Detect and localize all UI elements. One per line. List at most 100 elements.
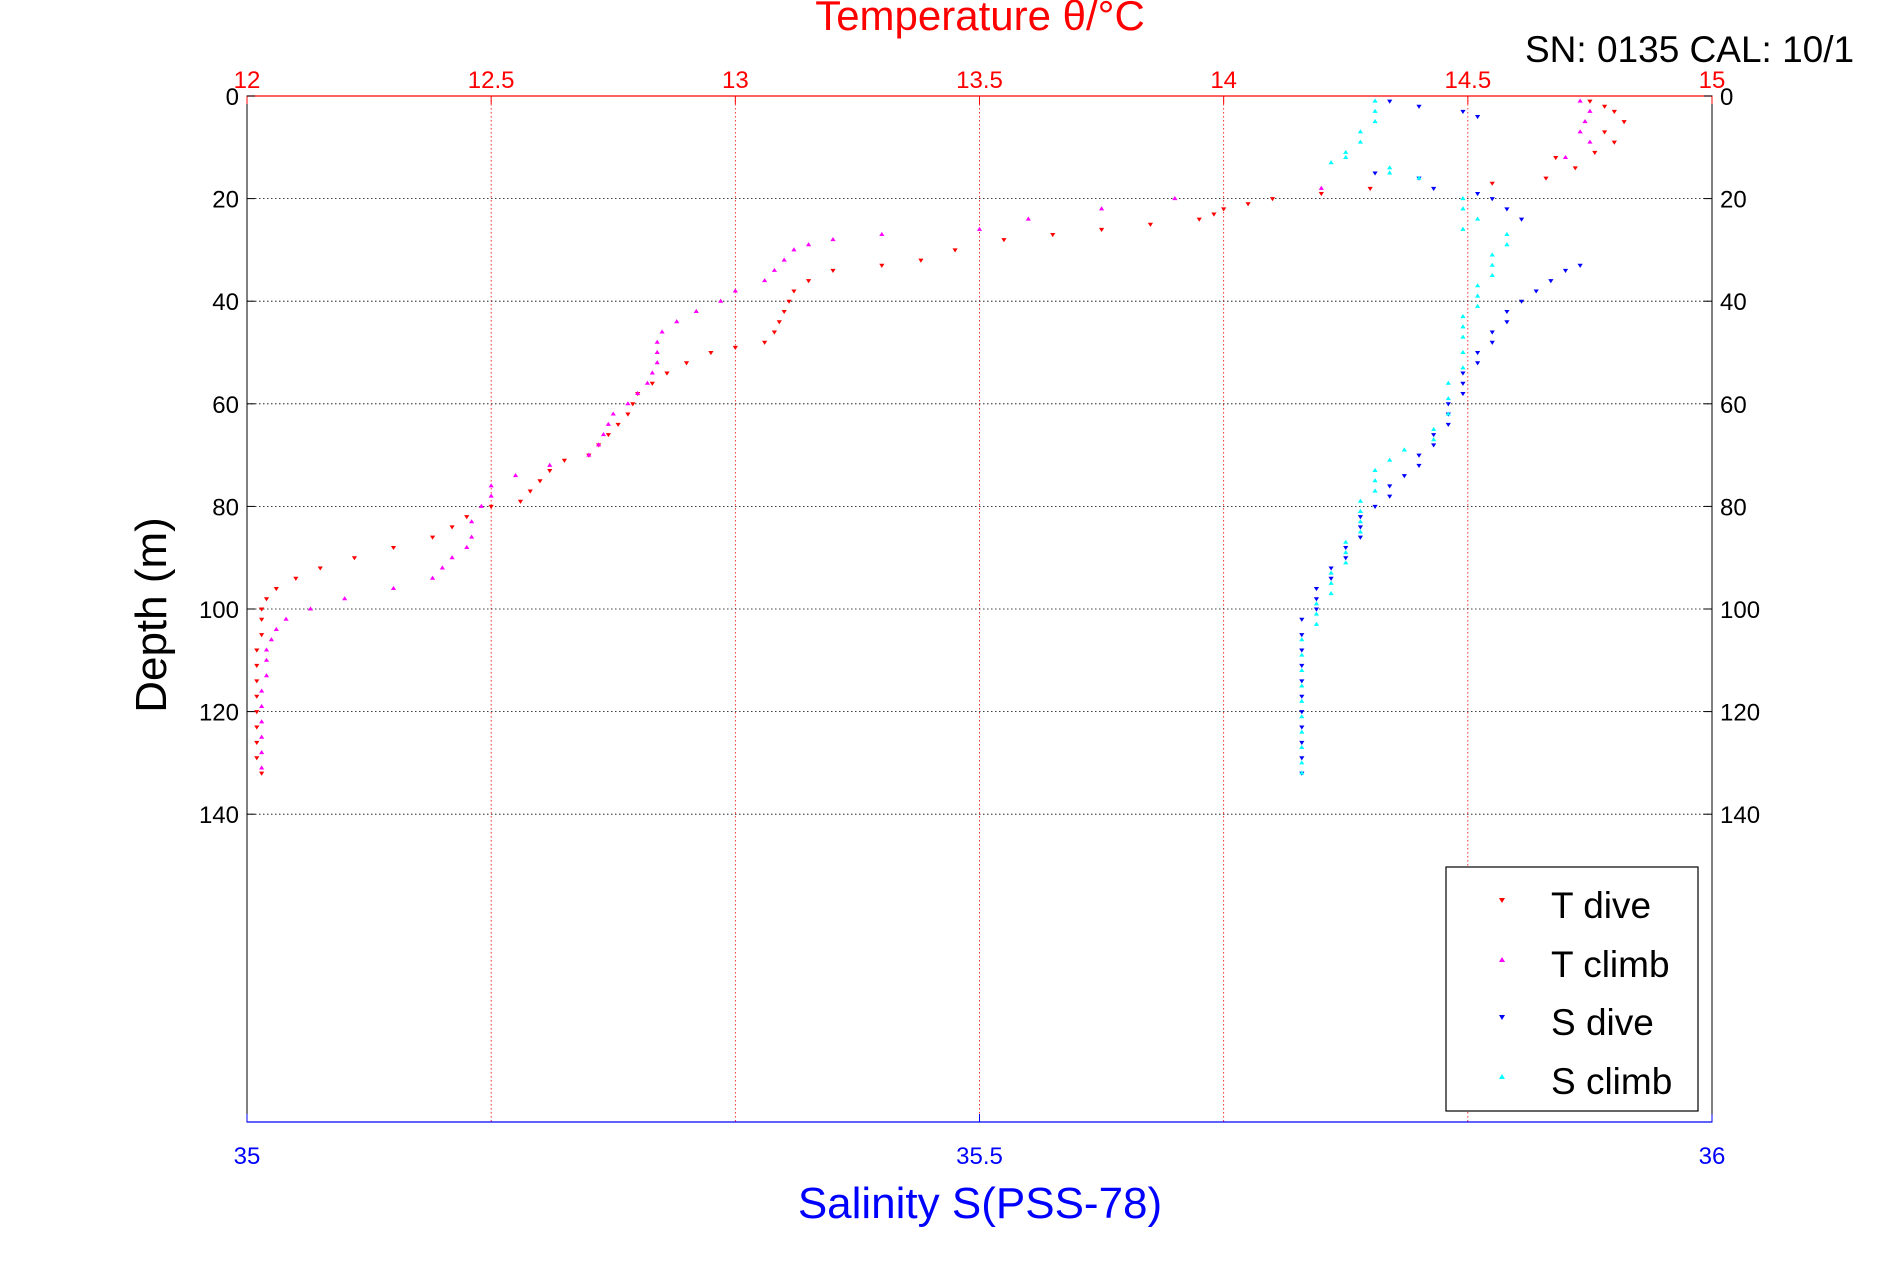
data-point-s-dive <box>1431 443 1437 448</box>
data-point-t-dive <box>1543 176 1549 181</box>
data-point-s-dive <box>1387 494 1393 499</box>
data-point-s-climb <box>1299 714 1305 719</box>
data-point-s-dive <box>1460 371 1466 376</box>
data-point-t-climb <box>439 565 445 570</box>
legend-marker-t-climb <box>1499 957 1505 962</box>
data-point-s-dive <box>1460 392 1466 397</box>
salinity-tick-label: 35.5 <box>956 1143 1003 1170</box>
data-point-t-dive <box>1098 227 1105 232</box>
data-point-s-dive <box>1562 268 1569 274</box>
data-point-t-climb <box>478 503 484 508</box>
data-point-s-climb <box>1475 216 1481 221</box>
data-point-t-dive <box>1245 202 1251 207</box>
data-point-t-climb <box>625 401 631 406</box>
depth-tick-label-left: 120 <box>199 700 239 727</box>
data-point-s-dive <box>1299 633 1305 638</box>
data-point-t-climb <box>464 544 470 549</box>
data-point-t-dive <box>830 268 836 274</box>
data-point-t-climb <box>586 452 592 457</box>
data-point-s-climb <box>1460 334 1466 339</box>
data-point-s-climb <box>1460 313 1466 319</box>
data-point-s-climb <box>1489 252 1495 257</box>
data-point-s-dive <box>1328 566 1334 571</box>
data-point-t-dive <box>1489 181 1495 186</box>
data-point-t-climb <box>283 616 289 621</box>
data-point-s-dive <box>1313 597 1320 602</box>
data-point-t-dive <box>630 402 636 407</box>
data-point-t-climb <box>263 657 270 662</box>
data-point-s-dive <box>1372 504 1378 509</box>
data-point-t-dive <box>449 525 455 530</box>
data-point-t-climb <box>644 380 651 385</box>
data-point-s-climb <box>1357 129 1363 134</box>
data-point-t-dive <box>1196 217 1202 222</box>
data-point-t-climb <box>1582 119 1588 124</box>
data-point-s-climb <box>1299 683 1305 688</box>
depth-tick-label-left: 0 <box>226 84 239 111</box>
data-point-t-dive <box>805 279 812 284</box>
data-point-t-dive <box>254 725 260 730</box>
legend-label-t-climb: T climb <box>1551 944 1670 985</box>
data-point-t-climb <box>771 267 777 272</box>
data-point-s-climb <box>1416 175 1422 180</box>
data-point-s-dive <box>1431 186 1437 191</box>
data-point-t-dive <box>879 263 885 268</box>
data-point-t-climb <box>273 626 279 632</box>
data-point-t-dive <box>781 309 787 315</box>
data-point-t-climb <box>654 360 660 365</box>
data-point-t-dive <box>1601 104 1608 109</box>
data-point-s-dive <box>1475 361 1481 366</box>
data-point-t-climb <box>488 493 494 498</box>
data-point-t-dive <box>259 607 265 612</box>
legend: T dive T climb S dive S climb <box>1445 866 1699 1112</box>
data-point-s-climb <box>1313 611 1320 616</box>
data-point-t-climb <box>1587 139 1593 144</box>
data-point-t-climb <box>259 734 265 739</box>
data-point-s-dive <box>1387 99 1393 104</box>
data-point-t-dive <box>776 320 782 325</box>
depth-tick-label-right: 140 <box>1720 802 1760 829</box>
data-point-s-dive <box>1299 694 1305 699</box>
data-point-t-climb <box>259 719 265 724</box>
data-point-t-climb <box>805 242 812 247</box>
data-point-t-dive <box>1611 140 1617 145</box>
data-point-s-climb <box>1343 549 1349 555</box>
data-point-s-dive <box>1460 381 1466 386</box>
data-point-t-dive <box>625 412 631 417</box>
x-axis-label-salinity: Salinity S(PSS-78) <box>798 1179 1162 1228</box>
data-point-t-dive <box>1592 150 1598 156</box>
data-point-t-climb <box>1562 154 1569 160</box>
data-point-t-climb <box>1098 206 1105 211</box>
data-point-t-dive <box>317 566 323 571</box>
data-point-s-climb <box>1372 488 1378 493</box>
data-point-s-climb <box>1357 139 1363 144</box>
depth-tick-label-left: 20 <box>212 187 239 214</box>
depth-tick-label-left: 140 <box>199 802 239 829</box>
data-point-t-dive <box>293 576 299 581</box>
data-point-t-climb <box>512 473 519 478</box>
data-point-s-climb <box>1372 108 1378 113</box>
data-point-s-climb <box>1328 160 1334 165</box>
data-point-s-dive <box>1343 556 1349 561</box>
data-point-t-climb <box>781 257 787 262</box>
salinity-tick-label: 36 <box>1699 1143 1726 1170</box>
data-point-s-climb <box>1343 154 1349 160</box>
data-point-s-dive <box>1372 171 1378 176</box>
data-point-s-climb <box>1299 770 1305 775</box>
data-point-s-climb <box>1357 508 1363 514</box>
data-point-s-dive <box>1387 484 1393 489</box>
data-point-t-dive <box>259 617 265 622</box>
data-point-s-dive <box>1504 309 1510 315</box>
data-point-t-dive <box>1621 120 1627 125</box>
legend-label-t-dive: T dive <box>1551 885 1651 926</box>
data-point-t-climb <box>469 534 475 539</box>
data-point-t-dive <box>390 545 397 551</box>
data-point-s-dive <box>1416 463 1422 468</box>
data-point-s-dive <box>1431 433 1437 438</box>
data-point-t-climb <box>762 278 768 283</box>
data-point-t-dive <box>259 633 265 638</box>
data-point-t-climb <box>718 298 724 303</box>
data-point-s-dive <box>1475 191 1481 197</box>
depth-tick-label-left: 100 <box>199 597 239 624</box>
data-point-s-climb <box>1343 539 1349 544</box>
